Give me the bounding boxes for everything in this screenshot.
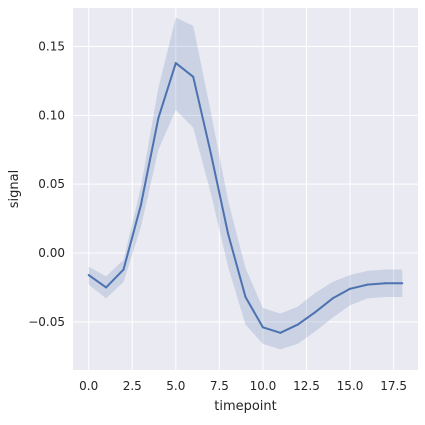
data-point [383, 282, 386, 285]
y-tick-label: 0.15 [38, 40, 65, 54]
y-tick-label: 0.10 [38, 108, 65, 122]
y-tick-label: −0.05 [28, 315, 65, 329]
data-points [87, 62, 404, 334]
x-tick-label: 12.5 [293, 379, 320, 393]
data-point [87, 274, 90, 277]
data-point [366, 283, 369, 286]
confidence-band [88, 17, 403, 350]
data-point [314, 311, 317, 314]
x-tick-label: 10.0 [250, 379, 277, 393]
x-axis-label: timepoint [214, 399, 277, 414]
y-axis-label: signal [7, 170, 22, 208]
x-tick-label: 15.0 [337, 379, 364, 393]
data-point [331, 297, 334, 300]
data-point [139, 203, 142, 206]
y-tick-label: 0.00 [38, 246, 65, 260]
y-tick-label: 0.05 [38, 177, 65, 191]
data-point [227, 232, 230, 235]
data-point [192, 75, 195, 78]
plot-background [73, 8, 418, 370]
x-tick-label: 17.5 [380, 379, 407, 393]
data-point [244, 296, 247, 299]
data-point [174, 62, 177, 65]
data-point [157, 117, 160, 120]
x-tick-label: 0.0 [79, 379, 98, 393]
x-tick-label: 7.5 [210, 379, 229, 393]
x-axis-ticks: 0.0 2.5 5.0 7.5 10.0 12.5 15.0 17.5 [79, 379, 407, 393]
data-point [122, 268, 125, 271]
data-point [261, 326, 264, 329]
data-point [401, 282, 404, 285]
data-point [349, 287, 352, 290]
x-tick-label: 5.0 [166, 379, 185, 393]
y-axis-ticks: −0.05 0.00 0.05 0.10 0.15 [28, 40, 65, 329]
data-point [105, 286, 108, 289]
data-point [279, 331, 282, 334]
data-point [296, 323, 299, 326]
x-tick-label: 2.5 [123, 379, 142, 393]
grid-lines [73, 8, 418, 370]
data-point [209, 151, 212, 154]
